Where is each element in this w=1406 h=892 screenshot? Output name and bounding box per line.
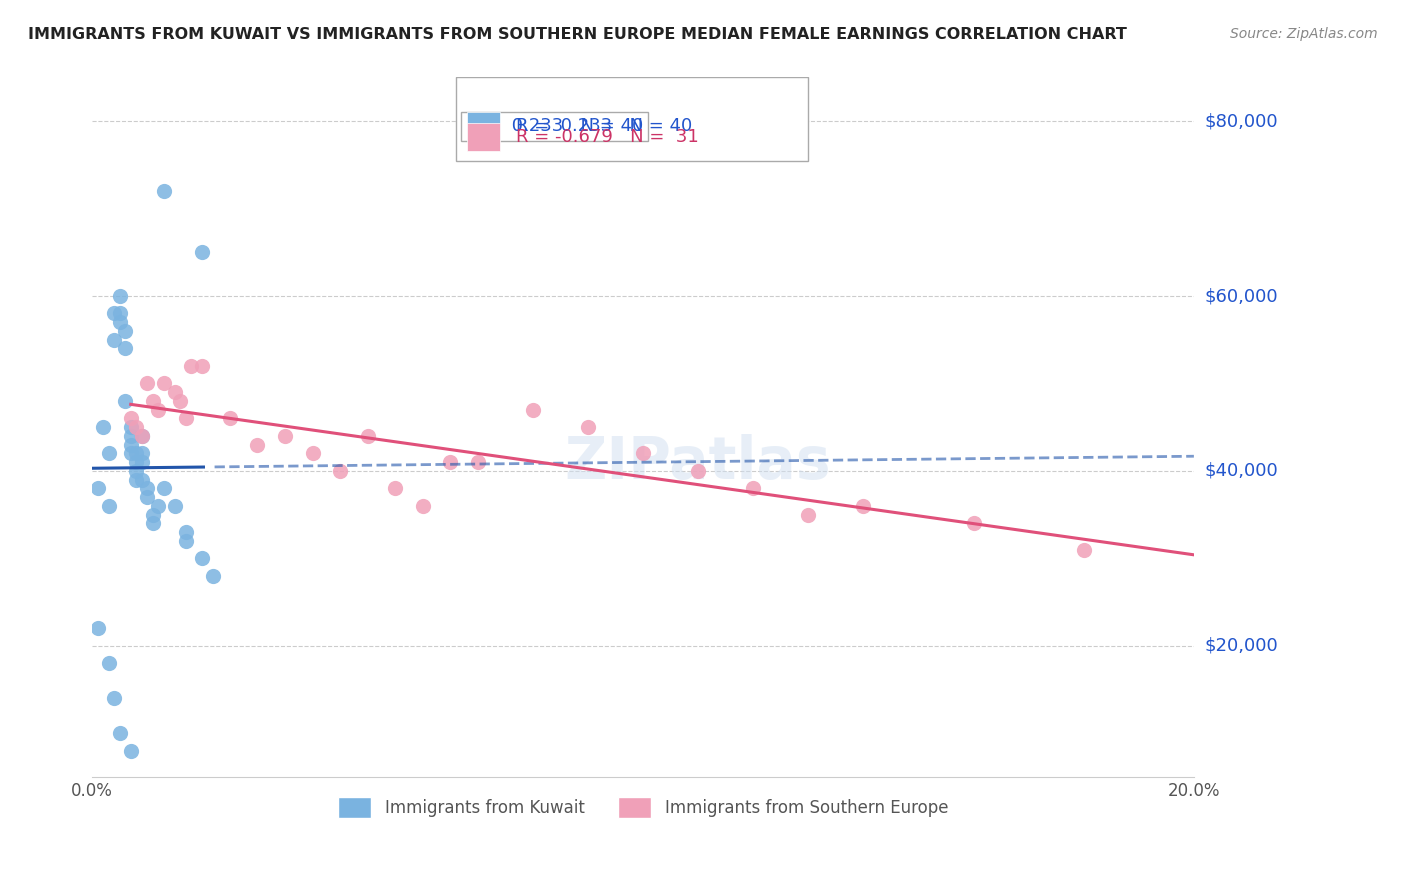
Point xyxy=(136,490,159,504)
Point xyxy=(114,342,136,356)
Point xyxy=(246,437,269,451)
Point xyxy=(1073,542,1095,557)
Point xyxy=(174,411,197,425)
Point xyxy=(86,621,108,635)
Point xyxy=(120,429,142,443)
Point xyxy=(142,508,165,522)
Point xyxy=(631,446,654,460)
Point xyxy=(97,446,120,460)
Point xyxy=(174,524,197,539)
Point xyxy=(120,420,142,434)
Point xyxy=(742,481,765,495)
Point xyxy=(103,306,125,320)
Point xyxy=(120,446,142,460)
Point xyxy=(274,429,297,443)
Point xyxy=(152,481,174,495)
Point xyxy=(174,533,197,548)
Point xyxy=(120,744,142,758)
Point xyxy=(131,429,153,443)
Text: Source: ZipAtlas.com: Source: ZipAtlas.com xyxy=(1230,27,1378,41)
Text: R =  0.233   N = 40: R = 0.233 N = 40 xyxy=(516,118,693,136)
Point xyxy=(219,411,242,425)
Point xyxy=(852,499,875,513)
Point xyxy=(962,516,984,531)
Point xyxy=(91,420,114,434)
Point xyxy=(439,455,461,469)
Point xyxy=(97,657,120,671)
Point xyxy=(125,473,148,487)
Point xyxy=(152,376,174,391)
Point xyxy=(384,481,406,495)
Point xyxy=(467,455,489,469)
FancyBboxPatch shape xyxy=(456,78,808,161)
Point xyxy=(148,499,170,513)
Point xyxy=(136,376,159,391)
Point xyxy=(131,455,153,469)
Point xyxy=(131,473,153,487)
Point xyxy=(180,359,202,373)
Point xyxy=(412,499,434,513)
Point xyxy=(688,464,710,478)
Text: $20,000: $20,000 xyxy=(1205,637,1278,655)
Point xyxy=(103,333,125,347)
Point xyxy=(576,420,599,434)
Point xyxy=(125,455,148,469)
Bar xyxy=(467,112,499,140)
Point xyxy=(301,446,323,460)
Text: IMMIGRANTS FROM KUWAIT VS IMMIGRANTS FROM SOUTHERN EUROPE MEDIAN FEMALE EARNINGS: IMMIGRANTS FROM KUWAIT VS IMMIGRANTS FRO… xyxy=(28,27,1128,42)
Point xyxy=(108,726,131,740)
Point xyxy=(163,499,186,513)
Point xyxy=(125,446,148,460)
Point xyxy=(108,315,131,329)
Text: $40,000: $40,000 xyxy=(1205,462,1278,480)
Point xyxy=(103,691,125,706)
Legend: Immigrants from Kuwait, Immigrants from Southern Europe: Immigrants from Kuwait, Immigrants from … xyxy=(332,791,955,824)
Point xyxy=(356,429,378,443)
Bar xyxy=(467,123,499,151)
Point xyxy=(108,306,131,320)
Point xyxy=(329,464,352,478)
Point xyxy=(142,393,165,408)
Point xyxy=(131,446,153,460)
Point xyxy=(136,481,159,495)
Point xyxy=(142,516,165,531)
Point xyxy=(108,289,131,303)
Text: R = -0.679   N =  31: R = -0.679 N = 31 xyxy=(516,128,699,146)
Point xyxy=(191,359,214,373)
Point xyxy=(152,184,174,198)
Point xyxy=(191,245,214,260)
Point xyxy=(202,568,225,582)
Point xyxy=(125,464,148,478)
Point xyxy=(191,551,214,566)
Point xyxy=(86,481,108,495)
Point xyxy=(120,437,142,451)
Text: ZIPatlas: ZIPatlas xyxy=(565,434,831,491)
Text: $60,000: $60,000 xyxy=(1205,287,1278,305)
Text: $80,000: $80,000 xyxy=(1205,112,1278,130)
Point xyxy=(114,393,136,408)
Point xyxy=(114,324,136,338)
Point xyxy=(125,420,148,434)
Point xyxy=(97,499,120,513)
Point xyxy=(148,402,170,417)
Point xyxy=(131,429,153,443)
Text: R =  0.233   N = 40: R = 0.233 N = 40 xyxy=(467,118,643,136)
Point xyxy=(522,402,544,417)
Point xyxy=(163,385,186,400)
Point xyxy=(120,411,142,425)
Point xyxy=(797,508,820,522)
Point xyxy=(169,393,191,408)
